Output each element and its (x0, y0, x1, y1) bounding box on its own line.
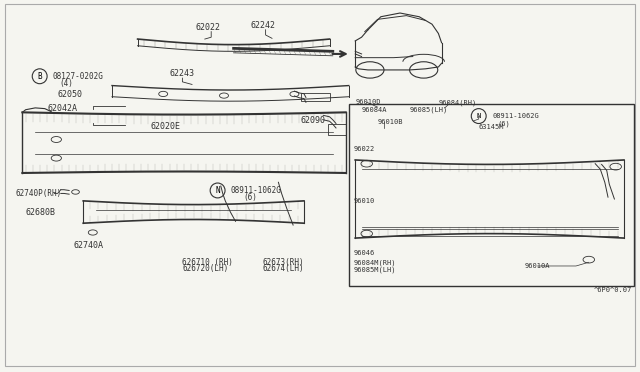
Bar (349, 104, 634, 286)
Text: 96022: 96022 (354, 146, 375, 152)
Text: 62050: 62050 (58, 90, 83, 99)
Text: 62243: 62243 (170, 69, 195, 78)
Text: 62680B: 62680B (26, 208, 56, 217)
Text: ^6P0^0.07: ^6P0^0.07 (594, 287, 632, 293)
Text: (4): (4) (59, 79, 73, 88)
Text: 08911-1062G: 08911-1062G (493, 113, 540, 119)
Text: 62242: 62242 (251, 21, 276, 30)
Text: N: N (477, 113, 481, 119)
Text: 96084M(RH): 96084M(RH) (354, 259, 396, 266)
Text: 96084(RH): 96084(RH) (438, 99, 477, 106)
Text: 626710 (RH): 626710 (RH) (182, 258, 233, 267)
Text: 96085(LH): 96085(LH) (410, 106, 448, 113)
Text: N: N (215, 186, 220, 195)
Text: 63145M: 63145M (479, 124, 504, 130)
Text: 96084A: 96084A (362, 107, 387, 113)
Text: 96010A: 96010A (525, 263, 550, 269)
Text: 62090: 62090 (301, 116, 326, 125)
Text: (6): (6) (498, 121, 511, 128)
Text: 96085M(LH): 96085M(LH) (354, 266, 396, 273)
Text: 626720(LH): 626720(LH) (182, 264, 228, 273)
Text: 62022: 62022 (195, 23, 220, 32)
Text: 96010B: 96010B (378, 119, 403, 125)
Text: 62674(LH): 62674(LH) (262, 264, 304, 273)
Bar (301, 93, 330, 101)
Text: 96046: 96046 (354, 250, 375, 256)
Text: 08911-1062G: 08911-1062G (230, 186, 281, 195)
Text: 62042A: 62042A (48, 105, 78, 113)
Text: 62740P(RH): 62740P(RH) (16, 189, 62, 198)
Text: 96010D: 96010D (355, 99, 381, 105)
Text: 96010: 96010 (354, 198, 375, 204)
Text: 62673(RH): 62673(RH) (262, 258, 304, 267)
Bar (328, 124, 346, 135)
Text: B: B (37, 72, 42, 81)
Text: (6): (6) (243, 193, 257, 202)
Text: 62020E: 62020E (150, 122, 180, 131)
Text: 62740A: 62740A (74, 241, 104, 250)
Text: 08127-0202G: 08127-0202G (52, 72, 103, 81)
